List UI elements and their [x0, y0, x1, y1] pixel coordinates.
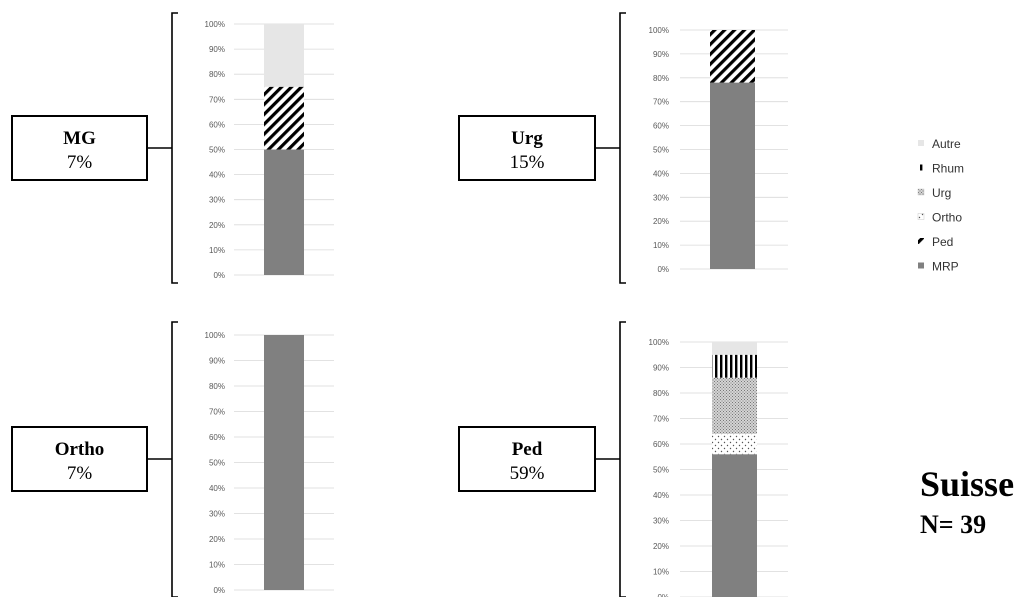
legend-swatch: [917, 213, 925, 220]
y-tick-label: 20%: [653, 542, 669, 551]
country-label: Suisse: [920, 464, 1015, 504]
y-tick-label: 40%: [653, 491, 669, 500]
chart-panel-mg: 0% 10% 20% 30% 40% 50% 60% 70% 80% 90% 100% MG 7%: [11, 12, 334, 284]
y-tick-label: 80%: [653, 74, 669, 83]
y-tick-label: 60%: [209, 120, 225, 129]
y-tick-label: 50%: [653, 466, 669, 475]
y-tick-label: 40%: [209, 171, 225, 180]
y-tick-label: 30%: [209, 196, 225, 205]
legend-label: Urg: [932, 186, 951, 200]
y-tick-label: 60%: [653, 440, 669, 449]
legend-label: MRP: [932, 260, 959, 274]
y-tick-label: 50%: [209, 146, 225, 155]
y-tick-label: 20%: [653, 217, 669, 226]
sample-size-label: N= 39: [920, 510, 987, 539]
legend-item-rhum: Rhum: [918, 162, 964, 176]
bar-segment-mrp: [264, 335, 304, 590]
bar-segment-ped: [710, 30, 755, 83]
y-tick-label: 30%: [653, 193, 669, 202]
y-tick-label: 10%: [653, 568, 669, 577]
legend-item-autre: Autre: [918, 137, 961, 151]
bar-segment-ped: [264, 86, 304, 150]
y-tick-label: 20%: [209, 535, 225, 544]
y-tick-label: 70%: [209, 95, 225, 104]
legend-swatch: [918, 164, 924, 171]
specialty-percent: 7%: [67, 463, 93, 484]
specialty-name: MG: [63, 128, 96, 149]
bar-segment-mrp: [710, 82, 755, 269]
specialty-percent: 7%: [67, 152, 93, 173]
y-tick-label: 70%: [209, 408, 225, 417]
charts-layer: 0% 10% 20% 30% 40% 50% 60% 70% 80% 90% 100% MG 7% 0% 1…: [11, 12, 788, 597]
y-tick-label: 0%: [657, 265, 669, 274]
bar-segment-rhum: [712, 354, 757, 378]
panel-bracket: [619, 12, 626, 284]
legend-label: Rhum: [932, 162, 964, 176]
y-tick-label: 60%: [209, 433, 225, 442]
bar-segment-autre: [264, 24, 304, 87]
chart-panel-urg: 0% 10% 20% 30% 40% 50% 60% 70% 80% 90% 100% Urg 15%: [458, 12, 788, 284]
y-tick-label: 100%: [649, 26, 669, 35]
bar-segment-mrp: [264, 149, 304, 275]
y-tick-label: 10%: [209, 561, 225, 570]
specialty-name: Urg: [511, 128, 543, 149]
y-tick-label: 80%: [209, 382, 225, 391]
legend-label: Ped: [932, 235, 953, 249]
y-tick-label: 70%: [653, 98, 669, 107]
panel-bracket: [171, 321, 178, 597]
legend-swatch: [918, 140, 924, 146]
y-tick-label: 10%: [653, 241, 669, 250]
y-tick-label: 90%: [209, 45, 225, 54]
bar-segment-autre: [712, 342, 757, 355]
bar-segment-mrp: [712, 454, 757, 597]
legend-swatch: [917, 188, 925, 196]
y-tick-label: 0%: [657, 593, 669, 597]
legend-swatch: [918, 238, 924, 244]
legend-item-urg: Urg: [917, 186, 951, 200]
legend-swatch: [918, 262, 924, 269]
specialty-box: [11, 115, 148, 181]
y-tick-label: 10%: [209, 246, 225, 255]
y-tick-label: 20%: [209, 221, 225, 230]
panel-bracket: [171, 12, 178, 284]
specialty-percent: 59%: [510, 463, 545, 484]
specialty-name: Ped: [512, 439, 543, 460]
y-tick-label: 100%: [205, 20, 225, 29]
y-tick-label: 80%: [209, 70, 225, 79]
y-tick-label: 50%: [209, 459, 225, 468]
legend-label: Autre: [932, 137, 961, 151]
specialty-name: Ortho: [55, 439, 105, 460]
y-tick-label: 30%: [209, 510, 225, 519]
y-tick-label: 70%: [653, 415, 669, 424]
y-tick-label: 60%: [653, 122, 669, 131]
y-tick-label: 100%: [205, 331, 225, 340]
y-tick-label: 100%: [649, 338, 669, 347]
legend-item-mrp: MRP: [918, 260, 959, 274]
y-tick-label: 80%: [653, 389, 669, 398]
specialty-box: [458, 115, 596, 181]
legend-item-ped: Ped: [918, 235, 953, 249]
bar-segment-ortho: [712, 433, 757, 455]
y-tick-label: 90%: [653, 50, 669, 59]
chart-panel-ped: 0% 10% 20% 30% 40% 50% 60% 70% 80% 90% 100% Ped 59%: [458, 321, 788, 597]
y-tick-label: 50%: [653, 146, 669, 155]
specialty-percent: 15%: [510, 152, 545, 173]
y-tick-label: 0%: [213, 586, 225, 595]
y-tick-label: 0%: [213, 271, 225, 280]
specialty-box: [11, 426, 148, 492]
y-tick-label: 90%: [653, 364, 669, 373]
y-tick-label: 30%: [653, 517, 669, 526]
chart-panel-ortho: 0% 10% 20% 30% 40% 50% 60% 70% 80% 90% 100% Ortho 7%: [11, 321, 334, 597]
y-tick-label: 40%: [209, 484, 225, 493]
bar-segment-urg: [712, 377, 757, 434]
y-tick-label: 90%: [209, 357, 225, 366]
panel-bracket: [619, 321, 626, 597]
legend-item-ortho: Ortho: [917, 211, 962, 225]
y-tick-label: 40%: [653, 169, 669, 178]
legend: Autre Rhum Urg Ortho Ped MRP: [917, 137, 964, 274]
specialty-box: [458, 426, 596, 492]
legend-label: Ortho: [932, 211, 962, 225]
